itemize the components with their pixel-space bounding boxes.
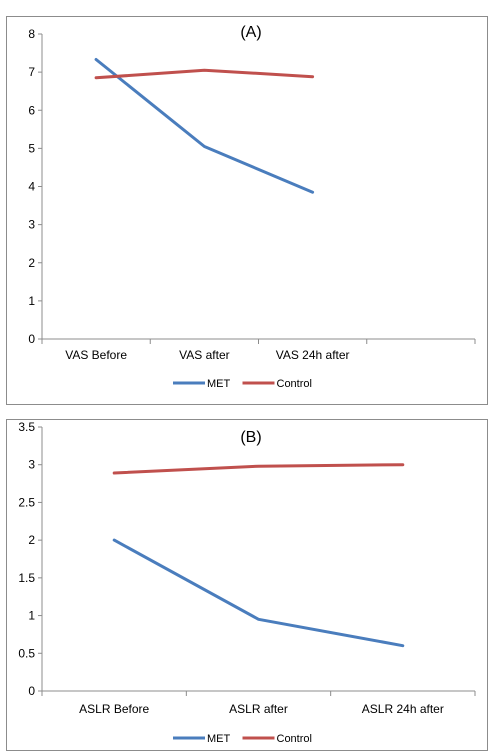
chart-b-y-tick-label: 2 <box>28 533 35 547</box>
chart-a-svg: (A) 0 1 2 3 4 5 6 7 8 VAS Before VAS after VAS 24h … <box>28 24 476 390</box>
chart-a-x-tick-label: VAS after <box>179 348 229 362</box>
chart-a-y-tick-label: 5 <box>28 141 35 155</box>
chart-a-y-tick-label: 2 <box>28 256 35 270</box>
chart-a-legend-label-met: MET <box>207 378 231 390</box>
chart-panel-b: (B) 0 0.5 1 1.5 2 2.5 3 3.5 ASLR Before ASLR afte… <box>6 419 488 751</box>
chart-a-y-tick-label: 0 <box>28 332 35 346</box>
chart-a-y-tick-label: 4 <box>28 180 35 194</box>
chart-a-y-tick-label: 8 <box>28 27 35 41</box>
chart-a-x-tick-label: VAS Before <box>65 348 127 362</box>
chart-a-x-tick-label: VAS 24h after <box>276 348 350 362</box>
chart-b-x-tick-label: ASLR after <box>229 702 288 716</box>
chart-b-x-tick-label: ASLR Before <box>79 702 149 716</box>
chart-a-series <box>94 58 315 194</box>
chart-b-x-tick-label: ASLR 24h after <box>362 702 444 716</box>
chart-b-legend-label-met: MET <box>207 733 231 745</box>
chart-a-axes <box>41 34 475 340</box>
chart-b-ticks: 0 0.5 1 1.5 2 2.5 3 3.5 ASLR Before ASLR after ASL… <box>18 420 476 716</box>
chart-b-y-tick-label: 2.5 <box>18 495 35 509</box>
chart-a-legend: MET Control <box>173 378 312 390</box>
chart-b-series-line-met <box>112 538 405 648</box>
chart-b-y-tick-label: 3 <box>28 458 35 472</box>
chart-a-y-tick-label: 1 <box>28 294 35 308</box>
chart-a-series-line-control <box>94 68 315 80</box>
chart-b-y-tick-label: 0 <box>28 684 35 698</box>
chart-a-y-tick-label: 7 <box>28 65 35 79</box>
chart-panel-a: (A) 0 1 2 3 4 5 6 7 8 VAS Before VAS after VAS 24h … <box>6 16 488 405</box>
chart-a-y-tick-label: 6 <box>28 103 35 117</box>
chart-a-legend-label-control: Control <box>277 378 312 390</box>
chart-b-title: (B) <box>240 429 261 446</box>
chart-a-y-tick-label: 3 <box>28 218 35 232</box>
chart-b-y-tick-label: 0.5 <box>18 646 35 660</box>
chart-b-legend: MET Control <box>173 733 312 745</box>
chart-b-y-tick-label: 1 <box>28 609 35 623</box>
chart-b-series-line-control <box>112 463 405 475</box>
chart-b-axes <box>41 427 475 692</box>
chart-b-y-tick-label: 3.5 <box>18 420 35 434</box>
chart-a-series-line-met <box>94 58 315 194</box>
chart-a-ticks: 0 1 2 3 4 5 6 7 8 VAS Before VAS after VAS 24h afte… <box>28 27 476 362</box>
chart-b-y-tick-label: 1.5 <box>18 571 35 585</box>
chart-b-series <box>112 463 405 648</box>
chart-b-legend-label-control: Control <box>277 733 312 745</box>
chart-a-title: (A) <box>240 24 261 41</box>
chart-b-svg: (B) 0 0.5 1 1.5 2 2.5 3 3.5 ASLR Before ASLR afte… <box>18 420 476 745</box>
